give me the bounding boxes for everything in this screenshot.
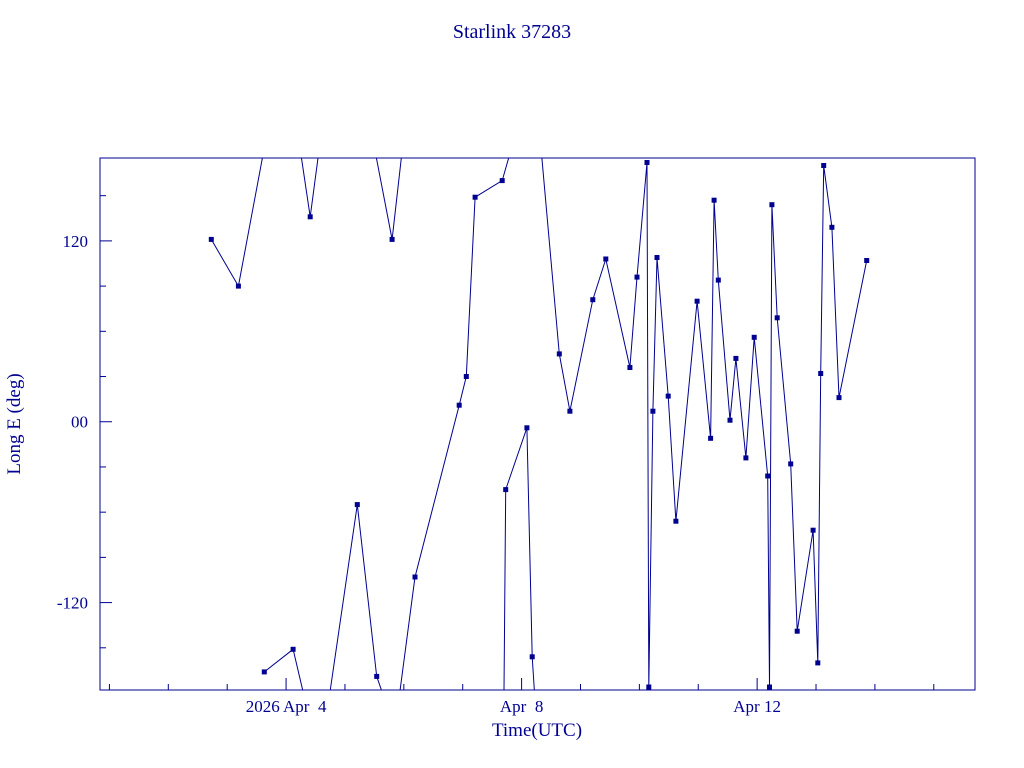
x-axis-label: Time(UTC) bbox=[492, 720, 582, 741]
data-point-marker bbox=[836, 395, 842, 401]
y-tick-label: -120 bbox=[57, 594, 88, 613]
data-point-marker bbox=[389, 236, 395, 242]
data-point-marker bbox=[751, 334, 757, 340]
data-point-marker bbox=[727, 417, 733, 423]
data-point-marker bbox=[627, 365, 633, 370]
data-point-marker bbox=[208, 236, 214, 242]
data-point-marker bbox=[794, 628, 800, 634]
data-point-marker bbox=[354, 502, 360, 508]
x-tick-label: Apr 8 bbox=[500, 697, 543, 716]
data-point-marker bbox=[654, 255, 660, 260]
data-point-marker bbox=[769, 202, 775, 208]
data-point-marker bbox=[503, 487, 509, 493]
data-point-marker bbox=[815, 660, 821, 666]
data-point-marker bbox=[650, 408, 656, 414]
data-point-marker bbox=[743, 455, 749, 461]
data-point-marker bbox=[765, 473, 771, 479]
data-point-marker bbox=[665, 393, 671, 399]
data-point-marker bbox=[290, 646, 296, 652]
y-axis-ticks: -120 00 120 bbox=[57, 195, 112, 649]
data-point-marker bbox=[644, 160, 650, 165]
data-point-marker bbox=[235, 283, 241, 289]
data-point-marker bbox=[715, 277, 721, 283]
data-point-marker bbox=[708, 435, 714, 441]
data-line-segment bbox=[210, 158, 263, 288]
data-point-marker bbox=[711, 197, 717, 203]
data-line-segment bbox=[300, 158, 319, 217]
chart-title: Starlink 37283 bbox=[453, 21, 571, 43]
data-point-marker bbox=[818, 371, 824, 376]
x-axis-ticks: 2026 Apr 4 Apr 8 Apr 12 bbox=[108, 678, 935, 716]
data-point-marker bbox=[821, 163, 827, 168]
data-point-marker bbox=[829, 224, 835, 230]
data-point-marker bbox=[810, 527, 816, 533]
data-point-marker bbox=[774, 315, 780, 321]
data-point-marker bbox=[733, 355, 739, 361]
data-point-marker bbox=[788, 461, 794, 467]
data-point-marker bbox=[529, 654, 535, 660]
data-point-marker bbox=[864, 258, 870, 263]
plot-box bbox=[99, 157, 976, 691]
data-point-marker bbox=[646, 684, 652, 690]
y-axis-label: Long E (deg) bbox=[4, 373, 25, 474]
data-point-marker bbox=[590, 297, 596, 303]
data-line-segment bbox=[399, 158, 510, 690]
data-point-marker bbox=[456, 402, 462, 408]
data-point-marker bbox=[463, 374, 469, 379]
data-series bbox=[208, 158, 870, 690]
data-line-segment bbox=[503, 427, 535, 690]
data-point-marker bbox=[499, 178, 505, 184]
data-point-marker bbox=[524, 425, 530, 431]
data-point-marker bbox=[673, 518, 679, 524]
x-tick-label: Apr 12 bbox=[733, 697, 781, 716]
data-point-marker bbox=[634, 274, 640, 280]
data-point-marker bbox=[472, 194, 478, 200]
data-point-marker bbox=[556, 351, 562, 357]
data-line-segment bbox=[329, 504, 382, 690]
data-line-segment bbox=[375, 158, 402, 240]
data-point-marker bbox=[767, 684, 772, 690]
y-tick-label: 00 bbox=[71, 413, 88, 432]
data-line-segment bbox=[263, 648, 304, 690]
data-line-segment bbox=[541, 158, 868, 688]
data-point-marker bbox=[307, 214, 313, 220]
data-point-marker bbox=[603, 256, 609, 262]
data-point-marker bbox=[261, 669, 267, 675]
data-point-marker bbox=[374, 673, 380, 679]
data-point-marker bbox=[412, 574, 418, 580]
y-tick-label: 120 bbox=[63, 232, 89, 251]
data-point-marker bbox=[567, 408, 573, 414]
data-point-marker bbox=[694, 298, 700, 304]
x-tick-label: 2026 Apr 4 bbox=[246, 697, 327, 716]
